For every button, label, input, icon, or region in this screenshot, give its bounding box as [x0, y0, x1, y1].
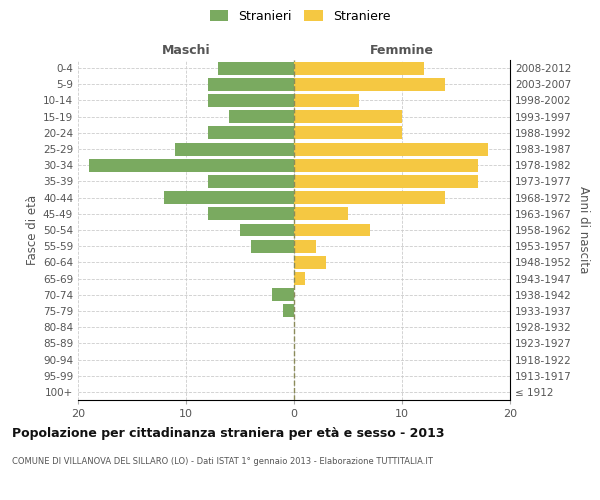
Bar: [218, 62, 294, 74]
Bar: [294, 126, 402, 140]
Bar: [294, 272, 305, 285]
Bar: [208, 126, 294, 140]
Bar: [208, 208, 294, 220]
Text: Maschi: Maschi: [161, 44, 211, 58]
Bar: [251, 240, 294, 252]
Bar: [294, 78, 445, 91]
Bar: [294, 110, 402, 123]
Text: Popolazione per cittadinanza straniera per età e sesso - 2013: Popolazione per cittadinanza straniera p…: [12, 428, 445, 440]
Bar: [272, 288, 294, 301]
Bar: [294, 94, 359, 107]
Bar: [208, 175, 294, 188]
Y-axis label: Anni di nascita: Anni di nascita: [577, 186, 590, 274]
Bar: [294, 191, 445, 204]
Legend: Stranieri, Straniere: Stranieri, Straniere: [206, 6, 394, 26]
Bar: [89, 159, 294, 172]
Bar: [229, 110, 294, 123]
Bar: [294, 256, 326, 269]
Text: COMUNE DI VILLANOVA DEL SILLARO (LO) - Dati ISTAT 1° gennaio 2013 - Elaborazione: COMUNE DI VILLANOVA DEL SILLARO (LO) - D…: [12, 458, 433, 466]
Bar: [294, 62, 424, 74]
Bar: [294, 224, 370, 236]
Bar: [175, 142, 294, 156]
Text: Femmine: Femmine: [370, 44, 434, 58]
Bar: [294, 208, 348, 220]
Bar: [294, 240, 316, 252]
Bar: [208, 78, 294, 91]
Bar: [294, 142, 488, 156]
Bar: [240, 224, 294, 236]
Bar: [164, 191, 294, 204]
Y-axis label: Fasce di età: Fasce di età: [26, 195, 39, 265]
Bar: [283, 304, 294, 318]
Bar: [294, 175, 478, 188]
Bar: [294, 159, 478, 172]
Bar: [208, 94, 294, 107]
